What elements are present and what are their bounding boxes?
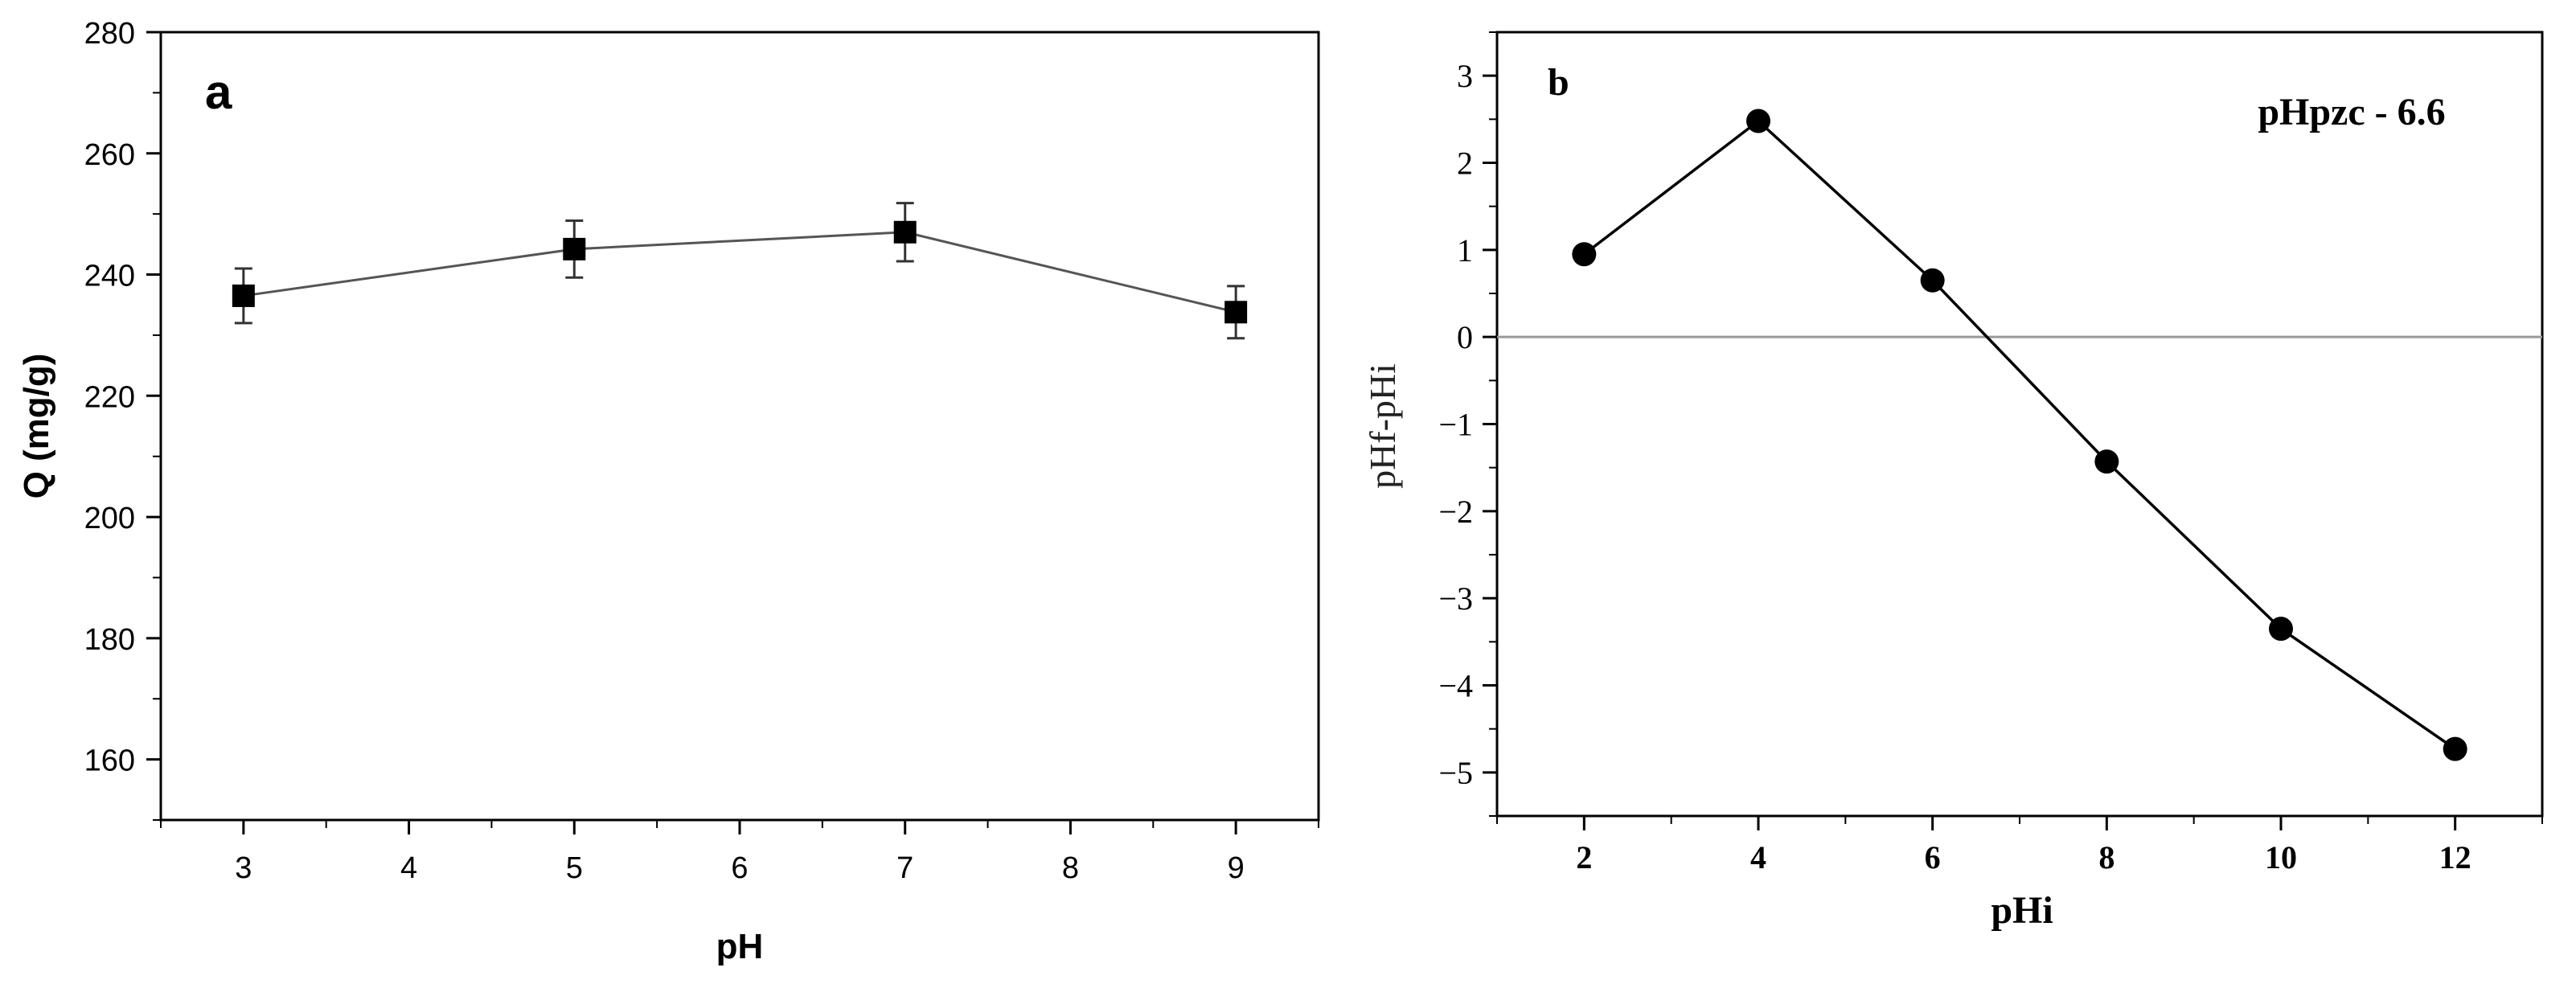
panel-b-x-tick-label: 8: [2098, 839, 2115, 875]
panel-a-chart: 3 4 5 6 7 8 9 160 180 200 220 240 260 280 a pH Q (mg/…: [17, 17, 1320, 966]
panel-b-y-tick-label: −2: [1438, 494, 1473, 530]
panel-b-data-point: [1572, 242, 1597, 267]
panel-a-y-tick-label: 280: [84, 17, 135, 51]
panel-a-y-tick-label: 220: [84, 380, 135, 414]
panel-b-data-point: [1920, 268, 1945, 293]
panel-b-plot-frame: [1495, 31, 2544, 818]
panel-b-y-axis-label: pHf-pHi: [1362, 363, 1403, 489]
panel-b-x-tick-label: 10: [2265, 839, 2297, 875]
panel-b-data-point: [1746, 109, 1770, 133]
panel-a-x-tick-label: 9: [1228, 851, 1245, 885]
panel-b-y-tick-label: −1: [1438, 407, 1473, 443]
panel-b-data-point: [2094, 449, 2119, 474]
panel-a-x-tick-label: 4: [400, 851, 417, 885]
panel-b-y-tick-label: 1: [1457, 232, 1473, 269]
panel-a-y-tick-label: 260: [84, 138, 135, 172]
panel-b-y-tick-label: 3: [1457, 58, 1473, 94]
panel-b-annotation: pHpzc - 6.6: [2258, 91, 2445, 133]
panel-a-series-line: [243, 231, 1237, 314]
panel-b-x-tick-label: 6: [1925, 839, 1941, 875]
panel-b-label: b: [1548, 61, 1569, 104]
panel-b-y-tick-label: −4: [1438, 668, 1473, 704]
panel-b-data-point: [2443, 736, 2467, 761]
panel-a-axis-ticks: 3 4 5 6 7 8 9 160 180 200 220 240 260 280: [84, 17, 1319, 885]
panel-a-x-tick-label: 8: [1062, 851, 1079, 885]
panel-a-y-tick-label: 240: [84, 260, 135, 293]
panel-a-x-tick-label: 5: [566, 851, 583, 885]
panel-a-label: a: [205, 65, 232, 119]
panel-a-y-tick-label: 200: [84, 502, 135, 535]
panel-b-y-tick-label: −3: [1438, 580, 1473, 617]
panel-a-y-axis-label: Q (mg/g): [17, 354, 56, 499]
panel-a-y-tick-label: 160: [84, 744, 135, 778]
panel-a-x-tick-label: 6: [731, 851, 748, 885]
panel-a-data-point: [563, 237, 586, 260]
panel-b-data-marks: [1572, 109, 2467, 761]
panel-b-x-tick-label: 4: [1750, 839, 1766, 875]
panel-a-data-point: [893, 220, 917, 244]
panel-b-x-axis-label: pHi: [1991, 889, 2053, 932]
panel-a-y-tick-label: 180: [84, 623, 135, 657]
panel-a-data-point: [232, 284, 255, 307]
panel-b-data-point: [2269, 617, 2293, 642]
panel-b-x-tick-label: 12: [2439, 839, 2471, 875]
panel-b-y-tick-label: 2: [1457, 146, 1473, 182]
panel-a-data-point: [1224, 301, 1248, 324]
panel-b-y-tick-label: 0: [1457, 319, 1473, 355]
panel-a-data-marks: [232, 202, 1248, 340]
panel-b-y-tick-label: −5: [1438, 755, 1473, 791]
panel-a-x-tick-label: 7: [896, 851, 913, 885]
panel-a-x-axis-label: pH: [716, 927, 764, 966]
panel-b-x-tick-label: 2: [1576, 839, 1592, 875]
panel-b-series-line: [1583, 119, 2456, 751]
panel-a-x-tick-label: 3: [235, 851, 252, 885]
panel-a-plot-frame: [159, 31, 1320, 822]
